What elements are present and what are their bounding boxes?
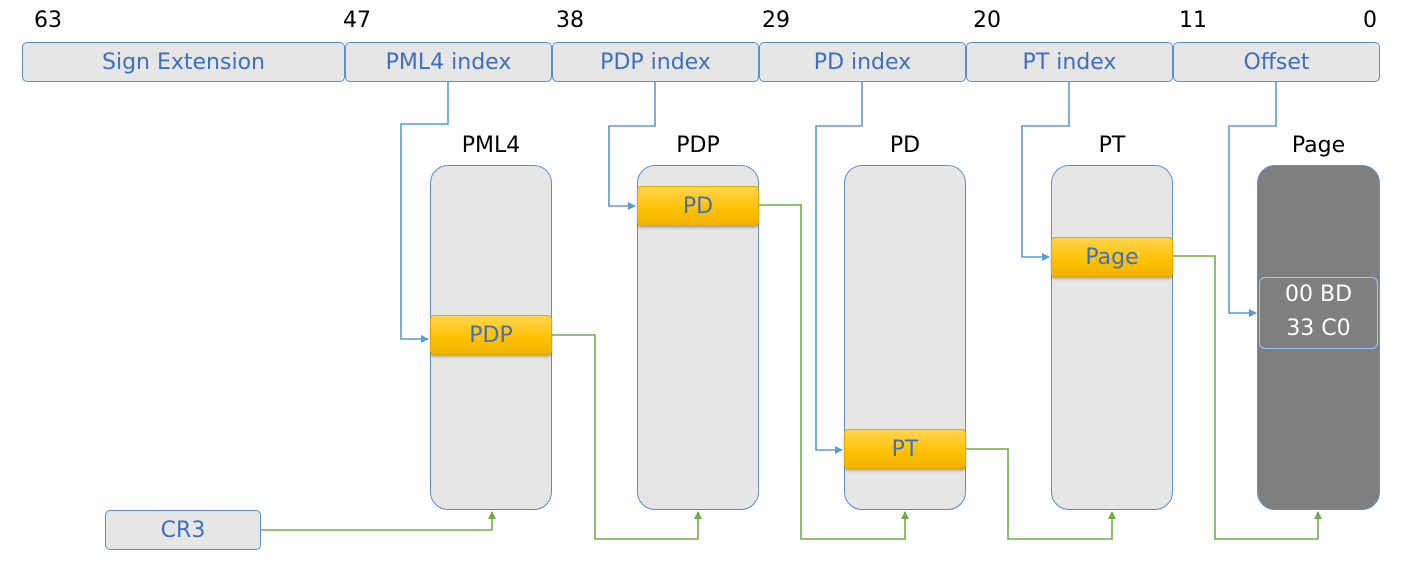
bit-0-label: 0 bbox=[1363, 8, 1377, 33]
pml4-to-pdp-arrow bbox=[552, 334, 702, 540]
pml4-entry: PDP bbox=[430, 315, 552, 355]
pd-table-title: PD bbox=[889, 133, 921, 158]
pt-table bbox=[1051, 165, 1173, 510]
pml4-table-title: PML4 bbox=[461, 133, 521, 158]
field-pml4-index: PML4 index bbox=[345, 42, 552, 82]
bit-11-label: 11 bbox=[1179, 8, 1207, 33]
page-bytes-line-2: 33 C0 bbox=[1286, 316, 1351, 341]
bit-29-label: 29 bbox=[762, 8, 790, 33]
pt-index-arrow bbox=[1021, 82, 1070, 261]
pdp-to-pd-arrow bbox=[759, 204, 909, 540]
page-byte-box: 00 BD 33 C0 bbox=[1259, 277, 1378, 349]
pdp-table-title: PDP bbox=[676, 133, 720, 158]
offset-arrow bbox=[1228, 82, 1277, 317]
pt-table-title: PT bbox=[1098, 133, 1126, 158]
bit-47-label: 47 bbox=[343, 8, 371, 33]
bit-20-label: 20 bbox=[973, 8, 1001, 33]
cr3-pointer-arrow bbox=[261, 511, 496, 531]
pd-to-pt-arrow bbox=[966, 448, 1116, 540]
field-sign-extension: Sign Extension bbox=[22, 42, 345, 82]
bit-63-label: 63 bbox=[34, 8, 62, 33]
pml4-index-arrow bbox=[400, 82, 449, 343]
page-title: Page bbox=[1291, 133, 1346, 158]
pt-to-page-arrow bbox=[1173, 255, 1322, 540]
physical-page bbox=[1257, 165, 1380, 510]
pd-entry: PT bbox=[844, 429, 966, 469]
field-pd-index: PD index bbox=[759, 42, 966, 82]
bit-38-label: 38 bbox=[556, 8, 584, 33]
field-pt-index: PT index bbox=[966, 42, 1173, 82]
pd-index-arrow bbox=[815, 82, 863, 454]
page-bytes-line-1: 00 BD bbox=[1284, 282, 1353, 307]
field-pdp-index: PDP index bbox=[552, 42, 759, 82]
cr3-register: CR3 bbox=[105, 510, 261, 550]
pdp-entry: PD bbox=[637, 186, 759, 226]
pdp-index-arrow bbox=[608, 82, 656, 210]
field-offset: Offset bbox=[1173, 42, 1380, 82]
pt-entry: Page bbox=[1051, 237, 1173, 277]
